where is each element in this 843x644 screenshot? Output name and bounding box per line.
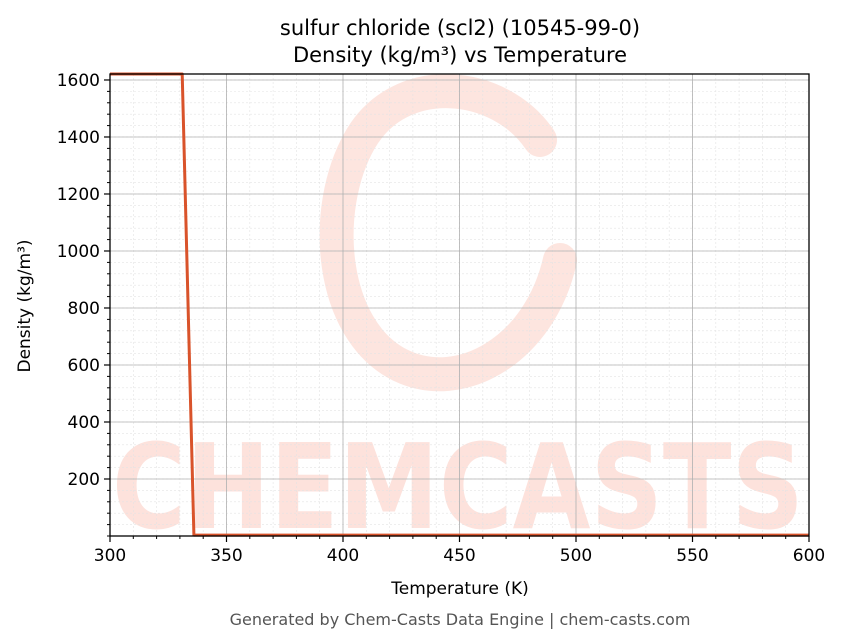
y-tick-label: 1400	[57, 128, 100, 148]
x-axis-label: Temperature (K)	[390, 579, 529, 599]
x-tick-label: 600	[793, 546, 825, 566]
x-axis-ticks: 300 350 400 450 500 550 600	[94, 536, 825, 566]
chart-subtitle: Density (kg/m³) vs Temperature	[293, 43, 627, 67]
x-tick-label: 550	[676, 546, 708, 566]
y-tick-label: 400	[68, 413, 100, 433]
y-axis-ticks: 200 400 600 800 1000 1200 1400 1600	[57, 71, 110, 537]
y-tick-label: 800	[68, 299, 100, 319]
watermark-text: CHEMCASTS	[112, 418, 804, 556]
watermark-swirl-icon	[319, 74, 577, 392]
y-tick-label: 600	[68, 356, 100, 376]
y-tick-label: 1000	[57, 242, 100, 262]
y-tick-label: 1200	[57, 185, 100, 205]
x-tick-label: 400	[327, 546, 359, 566]
chemcasts-watermark: CHEMCASTS	[112, 74, 804, 556]
footer-credit: Generated by Chem-Casts Data Engine | ch…	[230, 610, 691, 629]
x-tick-label: 500	[560, 546, 592, 566]
chart-title: sulfur chloride (scl2) (10545-99-0)	[280, 16, 640, 40]
x-tick-label: 450	[443, 546, 475, 566]
major-grid	[109, 74, 810, 536]
x-tick-label: 350	[210, 546, 242, 566]
y-axis-label: Density (kg/m³)	[15, 239, 35, 372]
x-tick-label: 300	[94, 546, 126, 566]
y-tick-label: 200	[68, 470, 100, 490]
y-tick-label: 1600	[57, 71, 100, 91]
